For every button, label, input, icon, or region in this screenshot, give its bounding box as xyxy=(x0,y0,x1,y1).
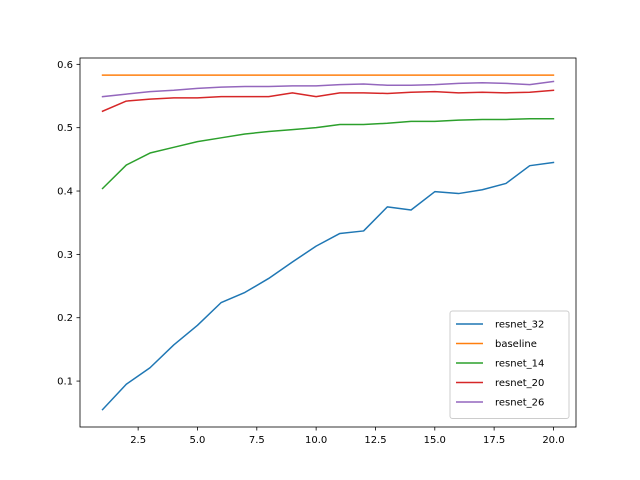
legend-label-baseline: baseline xyxy=(495,339,537,350)
series-line-resnet-26 xyxy=(101,80,555,98)
series-line-resnet-32 xyxy=(101,161,555,411)
series-line-resnet-20 xyxy=(101,89,555,113)
plot-frame xyxy=(79,57,577,428)
legend-label-resnet-20: resnet_20 xyxy=(495,378,544,389)
x-tick-label: 2.5 xyxy=(130,435,146,446)
y-tick-label: 0.1 xyxy=(57,377,73,388)
y-axis: 0.1 0.2 0.3 0.4 0.5 0.6 xyxy=(57,60,80,388)
legend-label-resnet-14: resnet_14 xyxy=(495,359,544,370)
series-line-resnet-14 xyxy=(101,118,555,190)
legend-label-resnet-32: resnet_32 xyxy=(495,320,544,331)
y-tick-label: 0.2 xyxy=(57,313,73,324)
y-tick-label: 0.5 xyxy=(57,123,73,134)
x-tick-label: 15.0 xyxy=(424,435,446,446)
x-axis: 2.5 5.0 7.5 10.0 12.5 15.0 17.5 20.0 xyxy=(130,427,565,446)
legend-label-resnet-26: resnet_26 xyxy=(495,398,544,409)
y-tick-label: 0.3 xyxy=(57,250,73,261)
x-tick-label: 12.5 xyxy=(364,435,386,446)
series-layer xyxy=(101,74,555,411)
x-tick-label: 7.5 xyxy=(249,435,265,446)
x-tick-label: 20.0 xyxy=(542,435,564,446)
y-tick-label: 0.4 xyxy=(57,187,73,198)
x-tick-label: 17.5 xyxy=(483,435,505,446)
x-tick-label: 10.0 xyxy=(305,435,327,446)
legend: resnet_32 baseline resnet_14 resnet_20resne… xyxy=(449,310,570,419)
x-tick-label: 5.0 xyxy=(190,435,206,446)
y-tick-label: 0.6 xyxy=(57,60,73,71)
legend-box xyxy=(449,310,570,419)
